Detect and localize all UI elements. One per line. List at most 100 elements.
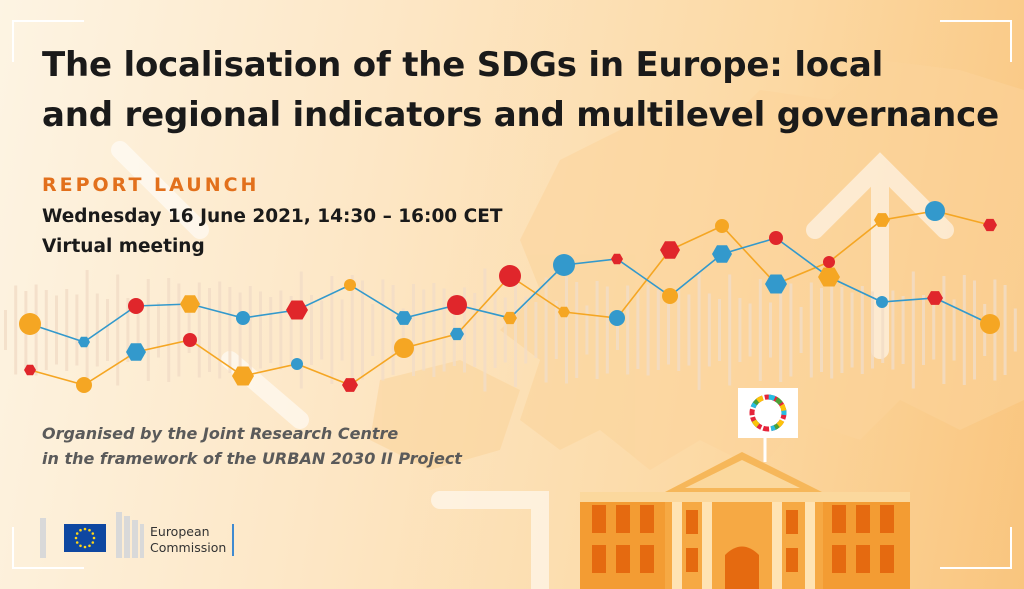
background-bar <box>493 292 497 368</box>
background-bar <box>299 271 303 389</box>
background-bar <box>769 302 772 358</box>
event-venue: Virtual meeting <box>42 236 205 257</box>
background-bar <box>942 276 946 384</box>
background-bar <box>687 294 691 366</box>
background-bar <box>840 287 844 373</box>
background-bar <box>310 295 313 365</box>
trend-marker <box>19 313 41 335</box>
trend-marker <box>499 265 521 287</box>
background-bar <box>891 290 895 370</box>
background-bar <box>565 276 568 384</box>
background-bar <box>14 285 18 375</box>
background-bar <box>279 290 283 370</box>
eu-star <box>75 532 79 535</box>
background-bar <box>830 281 834 379</box>
trend-marker <box>24 364 36 376</box>
background-bar <box>116 274 120 386</box>
trend-marker <box>712 245 732 263</box>
corner-frame-top-right <box>940 20 1012 62</box>
background-bar <box>167 278 171 382</box>
background-bar <box>85 270 89 390</box>
sdg-wheel-icon <box>749 394 787 432</box>
organiser-line: in the framework of the URBAN 2030 II Pr… <box>42 449 462 468</box>
background-bar <box>330 276 334 384</box>
trend-marker <box>876 296 888 308</box>
trend-marker <box>78 336 90 348</box>
background-bar <box>718 299 721 361</box>
background-bar <box>932 300 936 360</box>
eu-star <box>91 532 95 535</box>
background-bar <box>55 295 58 365</box>
background-bar <box>758 279 762 381</box>
organiser-line: Organised by the Joint Research Centre <box>42 424 399 443</box>
background-bar <box>473 293 477 367</box>
background-bar <box>952 299 956 361</box>
eu-star <box>75 541 79 544</box>
background-bar <box>106 299 109 361</box>
event-title-line: The localisation of the SDGs in Europe: … <box>42 45 884 85</box>
corner-frame-bottom-right <box>940 527 1012 569</box>
background-bar <box>350 275 354 385</box>
background-bar <box>779 278 783 382</box>
background-bar <box>738 298 742 362</box>
background-bar <box>177 283 181 377</box>
background-bar <box>361 280 364 380</box>
background-bar <box>973 280 976 380</box>
background-bar <box>412 284 415 376</box>
background-bar <box>554 301 558 359</box>
eu-flag-icon <box>64 524 106 552</box>
background-bar <box>544 277 548 383</box>
background-bar <box>136 303 140 357</box>
background-bar <box>789 283 793 377</box>
background-bar <box>656 290 660 370</box>
trend-marker <box>662 288 678 304</box>
background-bar <box>463 287 466 373</box>
trend-marker <box>553 254 575 276</box>
background-bar <box>605 286 609 374</box>
event-title: The localisation of the SDGs in Europe: … <box>42 40 1002 140</box>
background-bar <box>524 296 528 364</box>
event-title-line: and regional indicators and multilevel g… <box>42 95 999 135</box>
eu-star <box>88 544 91 548</box>
event-date-time: Wednesday 16 June 2021, 14:30 – 16:00 CE… <box>42 206 503 227</box>
background-bar <box>646 284 650 376</box>
background-bar <box>585 305 589 355</box>
background-bar <box>432 283 436 377</box>
background-bar <box>483 268 487 392</box>
background-bar <box>850 292 854 368</box>
trend-marker <box>183 333 197 347</box>
background-bar <box>320 300 324 360</box>
eu-star <box>83 545 87 549</box>
background-bar <box>667 295 670 365</box>
trend-marker <box>558 306 570 318</box>
trend-marker <box>611 253 623 265</box>
trend-marker <box>342 378 358 392</box>
background-bar <box>442 288 446 372</box>
trend-marker <box>874 213 890 227</box>
event-type-label: REPORT LAUNCH <box>42 174 260 196</box>
background-bar <box>534 302 538 358</box>
background-bar <box>1013 308 1017 352</box>
background-bar <box>65 289 69 371</box>
background-bar <box>208 288 211 372</box>
trend-marker <box>236 311 250 325</box>
trend-marker <box>823 256 835 268</box>
background-bar <box>503 297 507 363</box>
background-bar <box>514 273 517 387</box>
trend-marker <box>232 366 254 386</box>
logo-line-2: Commission <box>150 540 227 555</box>
background-bar <box>820 288 823 372</box>
eu-star <box>79 528 82 532</box>
trend-marker <box>394 338 414 358</box>
trend-markers <box>19 201 1000 393</box>
trend-marker <box>980 314 1000 334</box>
background-bar <box>259 291 262 369</box>
background-bar <box>238 292 242 368</box>
background-bar <box>126 298 130 362</box>
trend-marker <box>286 300 308 320</box>
background-bar <box>248 286 252 374</box>
eu-star <box>92 536 96 540</box>
background-bar <box>75 294 79 366</box>
